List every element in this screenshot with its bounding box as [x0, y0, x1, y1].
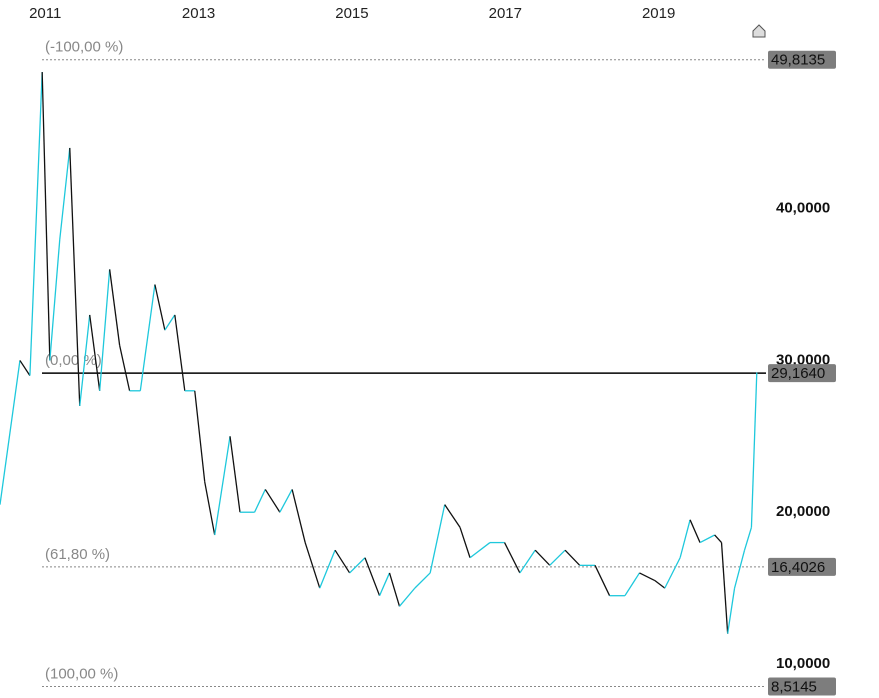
- price-segment: [41, 72, 51, 361]
- price-segment: [229, 436, 241, 513]
- price-segment: [503, 542, 521, 574]
- price-segment: [549, 549, 566, 566]
- price-segment: [319, 549, 336, 589]
- price-segment: [519, 549, 536, 574]
- price-segment: [639, 572, 656, 582]
- price-segment: [699, 534, 715, 544]
- price-segment: [304, 542, 321, 589]
- price-segment: [279, 489, 293, 513]
- price-segment: [79, 314, 91, 407]
- price-segment: [679, 519, 691, 558]
- x-tick-label: 2017: [489, 5, 522, 22]
- price-tag-label: 8,5145: [771, 679, 817, 696]
- price-segment: [118, 345, 131, 391]
- price-segment: [743, 527, 753, 551]
- price-tag: [768, 50, 836, 69]
- price-segment: [214, 436, 231, 536]
- price-segment: [398, 587, 416, 607]
- price-segment: [534, 549, 551, 566]
- x-tick-label: 2013: [182, 5, 215, 22]
- price-segment: [164, 314, 176, 331]
- fib-label: (0,00 %): [45, 352, 102, 369]
- price-segment: [414, 572, 431, 589]
- price-segment: [59, 147, 71, 240]
- price-segment: [69, 147, 81, 406]
- price-tag: [768, 677, 836, 696]
- price-segment: [253, 489, 266, 513]
- price-segment: [689, 519, 701, 543]
- price-segment: [624, 572, 641, 597]
- price-segment: [0, 360, 21, 505]
- price-segment: [720, 542, 729, 634]
- price-segment: [49, 238, 61, 361]
- price-segment: [204, 481, 216, 536]
- price-segment: [19, 360, 31, 376]
- home-icon[interactable]: [752, 24, 766, 38]
- y-tick-label: 40,0000: [776, 200, 830, 217]
- price-segment: [459, 527, 471, 558]
- price-segment: [154, 284, 166, 331]
- price-tag: [768, 557, 836, 576]
- price-segment: [714, 534, 723, 544]
- price-segment: [194, 390, 206, 482]
- price-tag-label: 16,4026: [771, 559, 825, 576]
- price-tag-label: 29,1640: [771, 365, 825, 382]
- price-segment: [733, 549, 746, 589]
- fib-label: (61,80 %): [45, 546, 110, 563]
- price-segment: [99, 269, 111, 391]
- price-segment: [564, 549, 581, 566]
- fib-label: (-100,00 %): [45, 39, 123, 56]
- price-segment: [664, 557, 681, 589]
- price-segment: [264, 489, 281, 513]
- price-segment: [469, 542, 491, 559]
- price-segment: [29, 72, 43, 376]
- price-tag: [768, 364, 836, 383]
- price-segment: [388, 572, 401, 607]
- price-segment: [334, 549, 351, 574]
- price-segment: [109, 269, 121, 346]
- price-segment: [594, 565, 611, 596]
- x-tick-label: 2019: [642, 5, 675, 22]
- price-segment: [89, 314, 101, 391]
- price-segment: [429, 504, 446, 574]
- price-segment: [349, 557, 366, 574]
- price-segment: [444, 504, 461, 528]
- fib-label: (100,00 %): [45, 666, 118, 683]
- price-segment: [174, 314, 186, 391]
- price-tag-label: 49,8135: [771, 52, 825, 69]
- price-segment: [727, 588, 736, 634]
- price-segment: [654, 580, 666, 589]
- price-segment: [378, 572, 391, 596]
- y-tick-label: 10,0000: [776, 655, 830, 672]
- price-segment: [139, 284, 156, 391]
- y-tick-label: 20,0000: [776, 503, 830, 520]
- price-segment: [291, 489, 306, 543]
- x-tick-label: 2011: [29, 5, 61, 22]
- price-segment: [750, 372, 758, 528]
- x-tick-label: 2015: [335, 5, 368, 22]
- price-segment: [364, 557, 381, 596]
